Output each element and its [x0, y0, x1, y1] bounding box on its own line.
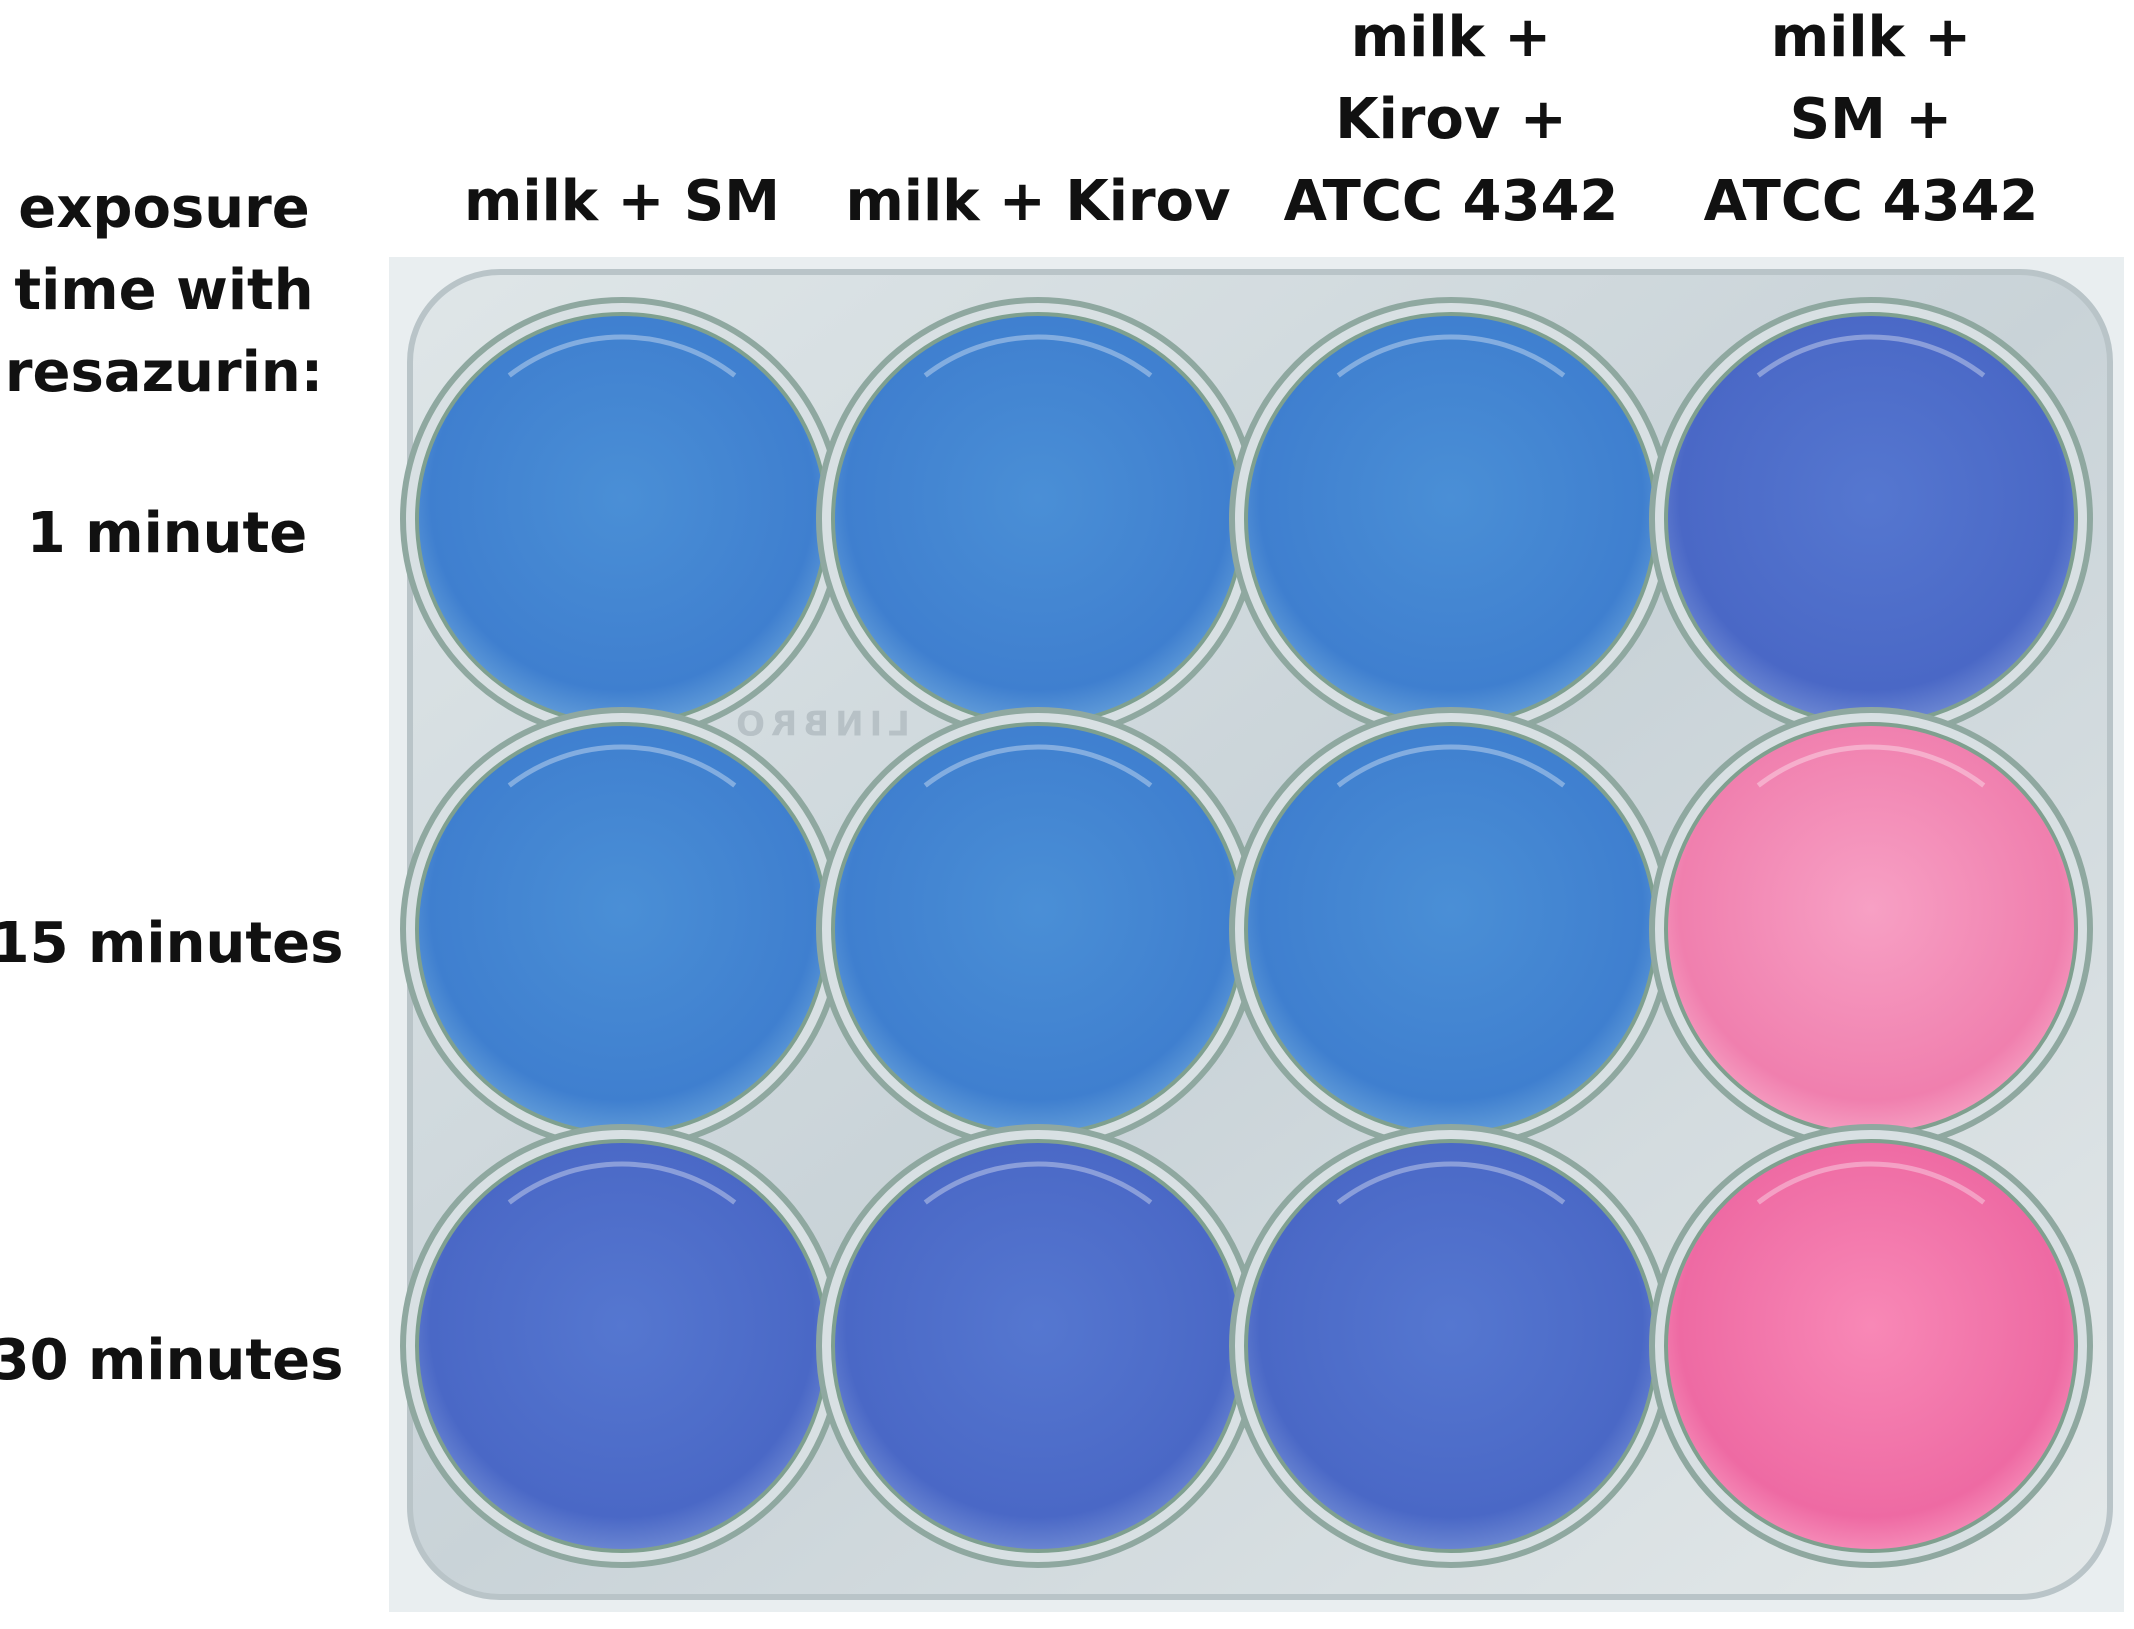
- well-highlight: [507, 1161, 737, 1205]
- well-highlight: [1756, 334, 1986, 378]
- well-highlight: [923, 1161, 1153, 1205]
- well: [415, 722, 829, 1136]
- well: [1664, 312, 2078, 726]
- well-highlight: [1756, 1161, 1986, 1205]
- row-header: exposure: [18, 176, 309, 241]
- column-header: ATCC 4342: [1704, 169, 2039, 234]
- row-label: 30 minutes: [0, 1328, 343, 1393]
- well: [1244, 312, 1658, 726]
- well: [1664, 722, 2078, 1136]
- well: [1244, 722, 1658, 1136]
- labels: milk + SM milk + Kirov milk + Kirov + ATCC 4…: [0, 5, 2038, 1393]
- column-header: milk +: [1351, 5, 1551, 70]
- row-header: time with: [14, 258, 313, 323]
- well: [1244, 1139, 1658, 1553]
- well: [831, 1139, 1245, 1553]
- well: [831, 312, 1245, 726]
- well-highlight: [1756, 744, 1986, 788]
- well-highlight: [507, 334, 737, 378]
- column-header: milk + Kirov: [845, 169, 1230, 234]
- row-label: 1 minute: [27, 501, 308, 566]
- well-highlight: [923, 334, 1153, 378]
- column-header: milk + SM: [464, 169, 780, 234]
- well-highlight: [923, 744, 1153, 788]
- well-highlight: [507, 744, 737, 788]
- column-header: ATCC 4342: [1284, 169, 1619, 234]
- plate-mark: LINBRO: [730, 705, 910, 745]
- well: [415, 1139, 829, 1553]
- well: [1664, 1139, 2078, 1553]
- row-label: 15 minutes: [0, 911, 343, 976]
- column-header: milk +: [1771, 5, 1971, 70]
- column-header: SM +: [1790, 87, 1952, 152]
- well-highlight: [1336, 334, 1566, 378]
- well: [415, 312, 829, 726]
- column-header: Kirov +: [1335, 87, 1567, 152]
- well-highlight: [1336, 744, 1566, 788]
- row-header: resazurin:: [5, 340, 323, 405]
- well: [831, 722, 1245, 1136]
- well-highlight: [1336, 1161, 1566, 1205]
- wells: [400, 297, 2093, 1568]
